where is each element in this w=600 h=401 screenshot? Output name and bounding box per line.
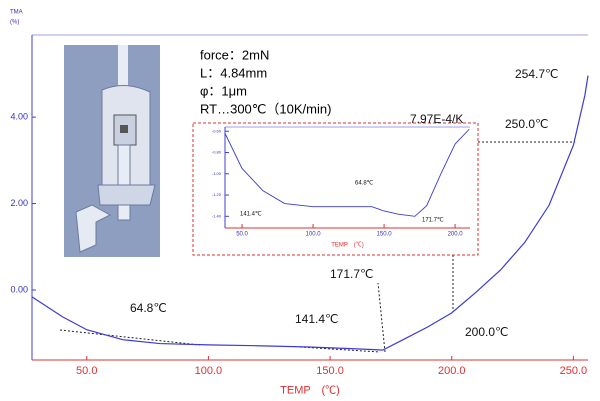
y-axis-label: TMA — [10, 10, 23, 16]
x-tick-label: 200.0 — [448, 232, 464, 238]
annotation: 141.4℃ — [295, 312, 339, 326]
x-tick-label: 50.0 — [76, 365, 97, 377]
annotation: 171.7℃ — [330, 267, 374, 281]
annotation: 64.8℃ — [130, 301, 167, 315]
x-tick-label: 50.0 — [236, 232, 248, 238]
annotation: 171.7℃ — [422, 218, 444, 224]
y-axis-unit: (%) — [10, 20, 19, 26]
y-tick-label: 4.00 — [10, 111, 28, 121]
y-tick-label: -0.80 — [212, 150, 222, 155]
x-tick-label: 100.0 — [306, 232, 322, 238]
x-tick-label: 250.0 — [560, 365, 588, 377]
x-tick-label: 100.0 — [195, 365, 223, 377]
y-tick-label: 0.00 — [10, 284, 28, 294]
annotation: 254.7℃ — [515, 67, 559, 81]
condition-note: force：2mN — [200, 47, 269, 62]
annotation: 250.0℃ — [505, 117, 549, 131]
apparatus-image — [64, 45, 160, 257]
x-axis-label: TEMP (℃) — [280, 385, 340, 397]
condition-note: φ：1μm — [200, 83, 247, 98]
y-tick-label: -1.40 — [212, 213, 222, 218]
y-tick-label: -1.00 — [212, 171, 222, 176]
annotation: 200.0℃ — [465, 325, 509, 339]
annotation: 141.4℃ — [240, 212, 262, 218]
x-tick-label: 150.0 — [316, 365, 344, 377]
annotation: 64.8℃ — [355, 181, 374, 187]
condition-note: RT…300℃（10K/min) — [200, 101, 331, 116]
condition-note: L：4.84mm — [200, 65, 267, 80]
guide-lines — [59, 141, 575, 353]
y-tick-label: 2.00 — [10, 198, 28, 208]
annotation: 7.97E-4/K — [410, 112, 463, 126]
y-tick-label: -0.60 — [212, 128, 222, 133]
x-tick-label: 150.0 — [377, 232, 393, 238]
inset-frame — [192, 122, 479, 256]
y-tick-label: -1.20 — [212, 192, 222, 197]
data-line — [31, 75, 589, 351]
data-line — [224, 128, 470, 217]
x-tick-label: 200.0 — [438, 365, 466, 377]
x-axis-label: TEMP (℃) — [331, 241, 364, 248]
